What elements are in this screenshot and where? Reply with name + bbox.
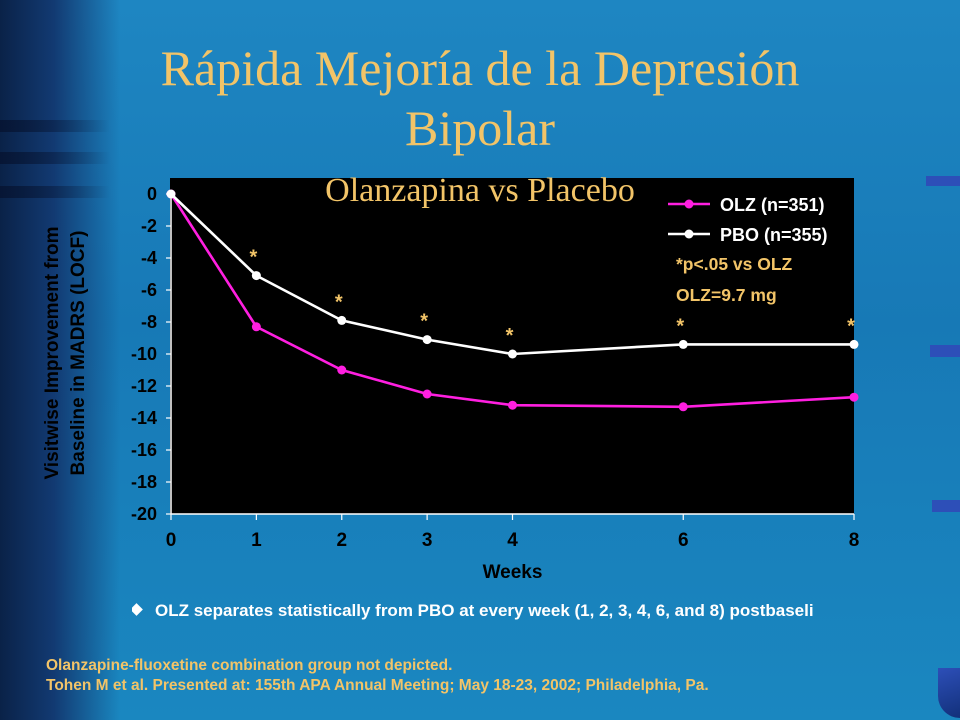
summary-bullet-text: OLZ separates statistically from PBO at … [155,601,814,620]
data-point [849,339,859,349]
legend-swatch-point [684,229,694,239]
x-axis-label: Weeks [483,562,543,583]
data-point [337,315,347,325]
data-point [678,339,688,349]
y-axis-label-line: Baseline in MADRS (LOCF) [68,230,89,476]
legend-swatch-point [684,199,694,209]
y-tick-label: -20 [131,504,157,524]
footnotes: Olanzapine-fluoxetine combination group … [46,656,709,696]
chart-legend: OLZ (n=351) PBO (n=355) *p<.05 vs OLZ OLZ=9… [668,195,828,305]
data-point [849,392,859,402]
y-tick-label: -12 [131,376,157,396]
x-tick-label: 4 [507,530,518,551]
y-tick-label: -6 [141,280,157,300]
footnote-line: Olanzapine-fluoxetine combination group … [46,657,453,674]
significance-marker: * [506,325,514,347]
significance-marker: * [249,247,257,269]
data-point [337,365,347,375]
footnote-line: Tohen M et al. Presented at: 155th APA A… [46,677,709,694]
y-tick-label: 0 [147,184,157,204]
slide-subtitle: Olanzapina vs Placebo [325,172,635,209]
y-tick-label: -8 [141,312,157,332]
y-tick-label: -2 [141,216,157,236]
x-tick-label: 2 [336,530,347,551]
y-axis-label-line: Visitwise Improvement from [42,226,63,480]
decorative-mark [932,500,960,512]
data-point [251,322,261,332]
data-point [166,189,176,199]
plot-area [170,178,854,514]
data-point [251,271,261,281]
slide-title: Rápida Mejoría de la Depresión Bipolar [160,40,800,156]
chart-axes: 0 -2 -4 -6 -8 -10 -12 -14 -16 -18 -20 0 1 2 3 4 6 8 Weeks [131,184,859,583]
y-tick-label: -14 [131,408,157,428]
decorative-mark [930,345,960,357]
data-point [422,389,432,399]
data-point [422,335,432,345]
decorative-stripe [0,120,110,132]
y-tick-label: -16 [131,440,157,460]
significance-marker: * [676,315,684,337]
data-point [508,349,517,359]
x-tick-label: 6 [678,530,689,551]
decorative-stripe [0,186,110,198]
x-tick-label: 0 [166,530,177,551]
significance-marker: * [420,311,428,333]
x-tick-label: 3 [422,530,433,551]
decorative-mark [938,668,960,718]
y-tick-label: -18 [131,472,157,492]
decorative-stripe [0,152,110,164]
chart-annotation: OLZ=9.7 mg [676,285,777,305]
y-axis-label: Visitwise Improvement from Baseline in M… [40,188,120,518]
x-tick-label: 8 [849,530,860,551]
data-point [508,400,517,410]
legend-entry: OLZ (n=351) [720,195,825,215]
data-point [678,402,688,412]
significance-marker: * [335,291,343,313]
summary-bullet: OLZ separates statistically from PBO at … [132,601,960,621]
chart-series: * * * * * * [166,189,859,412]
decorative-mark [926,176,960,186]
y-tick-label: -4 [141,248,157,268]
diamond-bullet-icon [132,603,143,616]
significance-marker: * [847,315,855,337]
x-tick-label: 1 [251,530,262,551]
chart-annotation: *p<.05 vs OLZ [676,254,793,274]
y-tick-label: -10 [131,344,157,364]
legend-entry: PBO (n=355) [720,225,828,245]
